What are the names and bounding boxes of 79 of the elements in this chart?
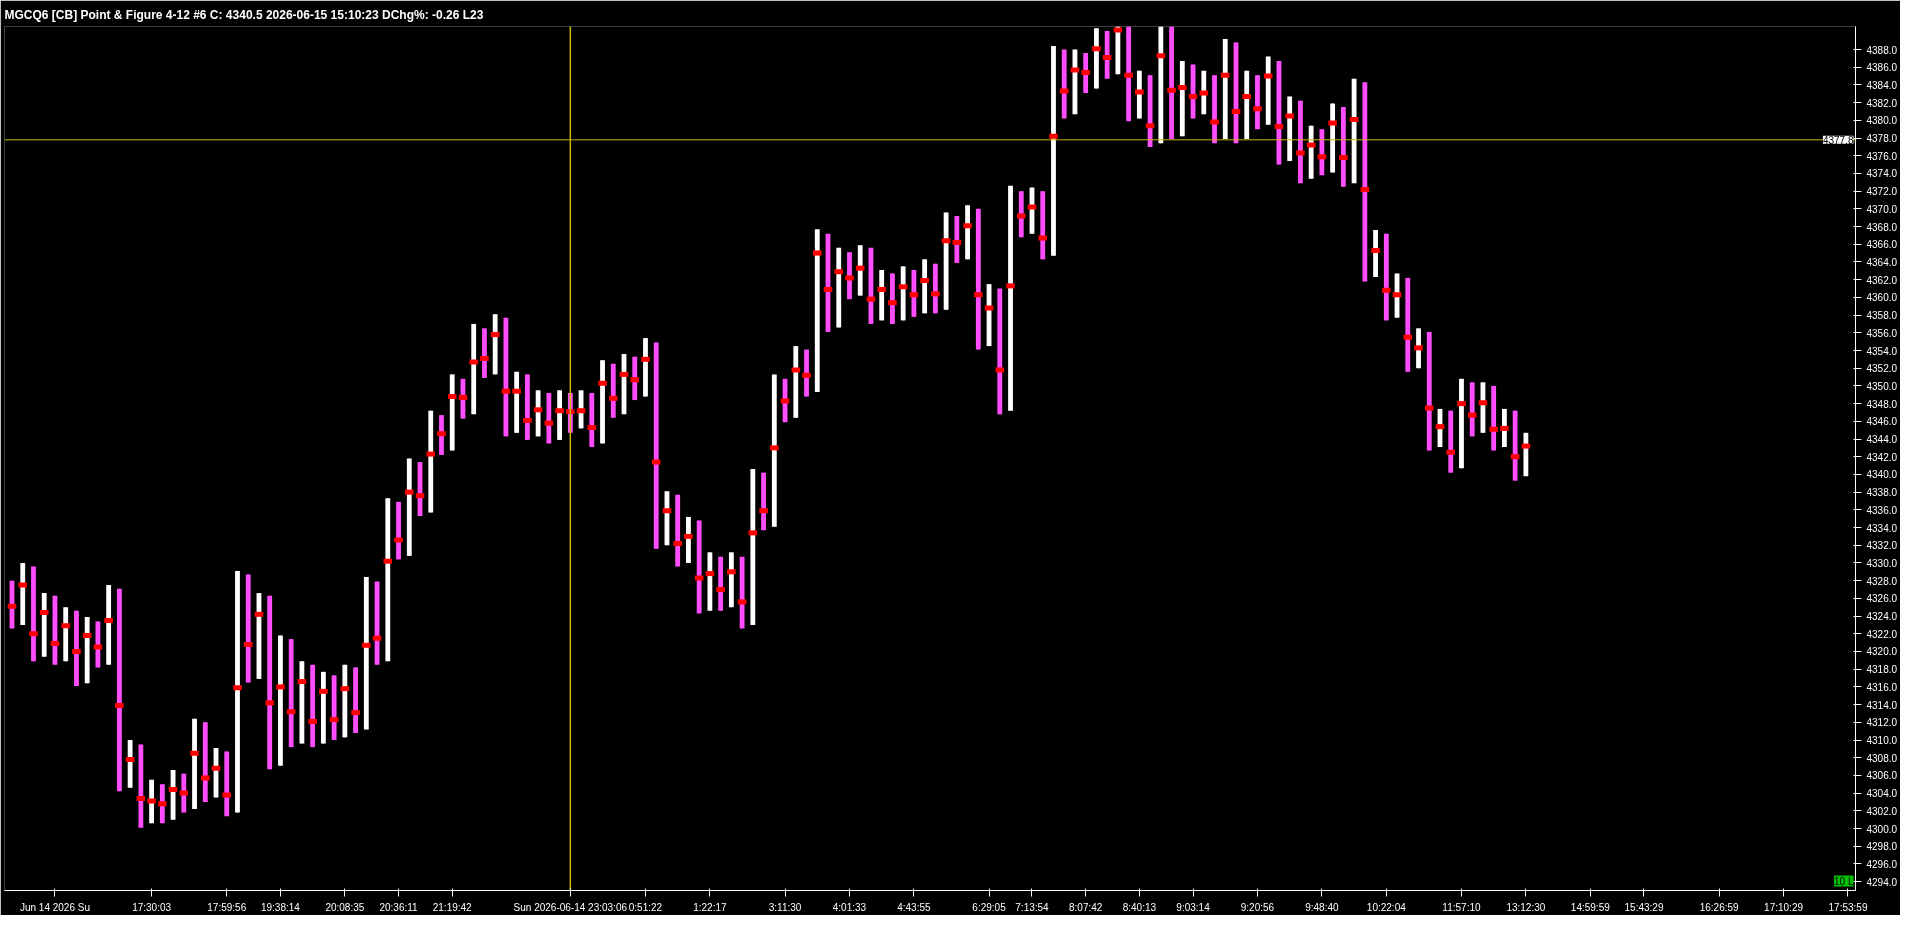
- y-tick-label: 4348.0: [1866, 398, 1898, 410]
- x-tick-label: 16:26:59: [1699, 901, 1740, 913]
- y-tick-label: 4336.0: [1866, 504, 1898, 516]
- y-tick-label: 4376.0: [1866, 150, 1898, 162]
- y-tick-label: 4300.0: [1866, 823, 1898, 835]
- chart-title: MGCQ6 [CB] Point & Figure 4-12 #6 C: 4340.5 2026-06-15 15:10:23 DChg%: -0.26 L23: [4, 7, 484, 22]
- x-tick-label: 20:08:35: [325, 901, 365, 913]
- x-tick-label: 4:01:33: [832, 901, 867, 913]
- x-tick-label: 9:20:56: [1240, 901, 1275, 913]
- y-tick-label: 4372.0: [1866, 186, 1898, 198]
- x-tick-label: 20:36:11: [379, 901, 419, 913]
- y-tick-label: 4368.0: [1866, 221, 1898, 233]
- x-tick-label: Sun 2026-06-14 23:03:06: [513, 901, 628, 913]
- x-tick-label: 15:43:29: [1624, 901, 1664, 913]
- x-tick-label: 11:57:10: [1442, 901, 1481, 913]
- x-tick-label: 17:30:03: [132, 901, 172, 913]
- y-tick-label: 4306.0: [1866, 770, 1898, 782]
- y-tick-label: 4330.0: [1866, 557, 1898, 569]
- y-tick-label: 4340.0: [1866, 469, 1898, 481]
- y-tick-label: 4354.0: [1866, 345, 1898, 357]
- y-tick-label: 4304.0: [1866, 788, 1898, 800]
- x-tick-label: 13:12:30: [1506, 901, 1546, 913]
- x-tick-label: 17:53:59: [1828, 901, 1868, 913]
- x-tick-label: 9:03:14: [1176, 901, 1211, 913]
- y-tick-label: 4324.0: [1866, 611, 1898, 623]
- y-tick-label: 4296.0: [1866, 858, 1898, 870]
- x-tick-label: 6:29:05: [972, 901, 1007, 913]
- y-tick-label: 4308.0: [1866, 752, 1898, 764]
- x-tick-label: 0:51:22: [628, 901, 663, 913]
- annotation: 10 L: [1834, 875, 1854, 887]
- y-tick-label: 4332.0: [1866, 540, 1898, 552]
- x-tick-label: 17:10:29: [1764, 901, 1804, 913]
- y-tick-label: 4320.0: [1866, 646, 1898, 658]
- y-tick-label: 4302.0: [1866, 805, 1898, 817]
- y-tick-label: 4318.0: [1866, 664, 1898, 676]
- x-tick-label: 1:22:17: [693, 901, 728, 913]
- y-tick-label: 4298.0: [1866, 841, 1898, 853]
- y-tick-label: 4386.0: [1866, 62, 1898, 74]
- y-tick-label: 4366.0: [1866, 239, 1898, 251]
- y-tick-label: 4342.0: [1866, 451, 1898, 463]
- x-tick-label: 21:19:42: [432, 901, 473, 913]
- y-tick-label: 4356.0: [1866, 327, 1898, 339]
- y-tick-label: 4374.0: [1866, 168, 1898, 180]
- y-tick-label: 4380.0: [1866, 115, 1898, 127]
- x-tick-label: 19:38:14: [260, 901, 301, 913]
- y-tick-label: 4338.0: [1866, 487, 1898, 499]
- y-tick-label: 4346.0: [1866, 416, 1898, 428]
- y-tick-label: 4362.0: [1866, 274, 1898, 286]
- x-tick-label: 14:59:59: [1570, 901, 1611, 913]
- y-tick-label: 4384.0: [1866, 79, 1898, 91]
- y-tick-label: 4344.0: [1866, 434, 1898, 446]
- y-tick-label: 4316.0: [1866, 681, 1898, 693]
- y-tick-label: 4378.0: [1866, 133, 1898, 145]
- ref-line-label: 4377.8: [1822, 134, 1854, 146]
- x-tick-label: 17:59:56: [207, 901, 247, 913]
- x-tick-label: 9:48:40: [1305, 901, 1340, 913]
- x-tick-label: 4:43:55: [897, 901, 932, 913]
- y-tick-label: 4382.0: [1866, 97, 1898, 109]
- y-tick-label: 4310.0: [1866, 735, 1898, 747]
- y-tick-label: 4312.0: [1866, 717, 1898, 729]
- y-tick-label: 4294.0: [1866, 876, 1898, 888]
- y-tick-label: 4314.0: [1866, 699, 1898, 711]
- x-tick-label: 8:40:13: [1122, 901, 1157, 913]
- y-tick-label: 4334.0: [1866, 522, 1898, 534]
- x-tick-label: 8:07:42: [1069, 901, 1103, 913]
- y-tick-label: 4322.0: [1866, 628, 1898, 640]
- y-tick-label: 4350.0: [1866, 380, 1898, 392]
- y-tick-label: 4358.0: [1866, 310, 1898, 322]
- x-tick-label: 7:13:54: [1015, 901, 1050, 913]
- y-tick-label: 4364.0: [1866, 256, 1898, 268]
- y-tick-label: 4370.0: [1866, 203, 1898, 215]
- y-tick-label: 4388.0: [1866, 44, 1898, 56]
- y-tick-label: 4328.0: [1866, 575, 1898, 587]
- x-tick-label: 3:11:30: [768, 901, 802, 913]
- y-tick-label: 4326.0: [1866, 593, 1898, 605]
- x-tick-label: 10:22:04: [1366, 901, 1407, 913]
- y-tick-label: 4352.0: [1866, 363, 1898, 375]
- y-tick-label: 4360.0: [1866, 292, 1898, 304]
- x-tick-label: Jun 14 2026 Su: [19, 901, 90, 913]
